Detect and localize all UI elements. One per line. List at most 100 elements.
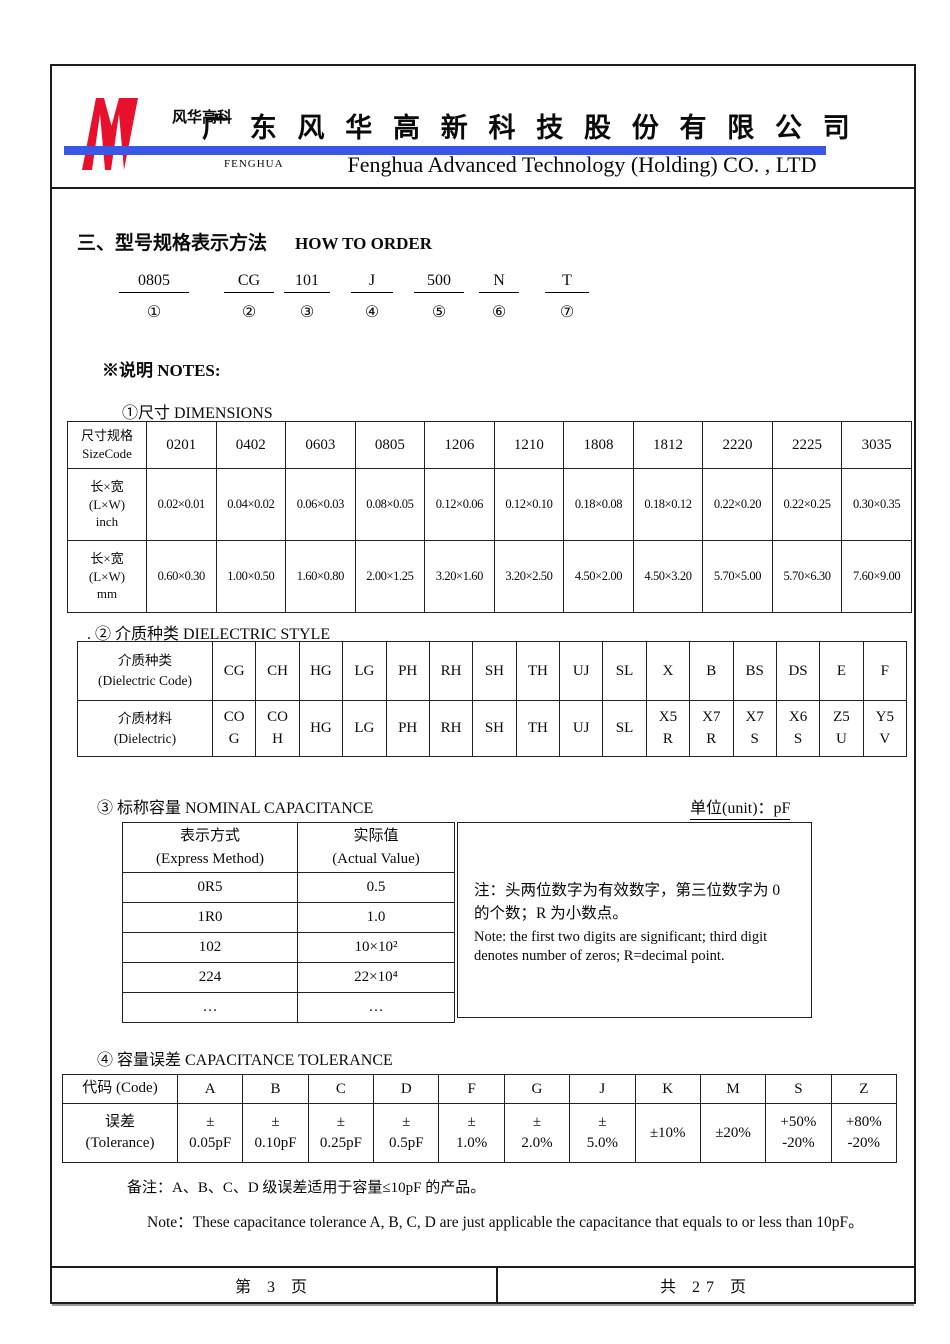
tolerance-table: 代码 (Code) A B C D F G J K M S Z 误差 (Tole… xyxy=(62,1074,898,1163)
size-code-cell: 1808 xyxy=(563,421,634,469)
row-label-inch: 长×宽 (L×W) inch xyxy=(67,468,147,541)
tolerance-row-label: 误差 (Tolerance) xyxy=(62,1103,178,1163)
express-cell: 1R0 xyxy=(122,902,298,933)
mm-cell: 5.70×5.00 xyxy=(702,540,773,613)
tolerance-code-cell: M xyxy=(699,1074,767,1104)
dielectric-material-cell: CO G xyxy=(211,700,257,757)
inch-cell: 0.04×0.02 xyxy=(215,468,287,541)
tolerance-code-cell: S xyxy=(765,1074,832,1104)
header-divider xyxy=(52,187,914,189)
dimensions-heading: ①尺寸 DIMENSIONS xyxy=(122,405,273,422)
dielectric-code-cell: B xyxy=(689,641,734,701)
tolerance-heading: ④ 容量误差 CAPACITANCE TOLERANCE xyxy=(97,1052,393,1069)
order-part-dielectric: CG ② xyxy=(224,272,274,322)
order-code-mark: ⑦ xyxy=(559,304,575,321)
table-row: 介质材料 (Dielectric) CO G CO H HG LG PH RH … xyxy=(77,700,908,757)
inch-cell: 0.12×0.06 xyxy=(424,468,495,541)
dimensions-table: 尺寸规格 SizeCode 0201 0402 0603 0805 1206 1… xyxy=(67,421,912,613)
order-code-value: CG xyxy=(224,272,274,293)
dielectric-material-cell: X6 S xyxy=(775,700,821,757)
company-name-chinese: 广 东 风 华 高 新 科 技 股 份 有 限 公 司 xyxy=(202,113,857,143)
dielectric-code-cell: HG xyxy=(298,641,344,701)
inch-cell: 0.12×0.10 xyxy=(493,468,565,541)
size-code-cell: 1206 xyxy=(424,421,495,469)
dielectric-code-cell: UJ xyxy=(558,641,604,701)
express-method-header: 表示方式 (Express Method) xyxy=(122,822,298,873)
tolerance-value-cell: ±10% xyxy=(634,1103,701,1163)
dielectric-code-cell: DS xyxy=(775,641,821,701)
code-row-label: 代码 (Code) xyxy=(62,1074,178,1104)
order-part-voltage: 500 ⑤ xyxy=(414,272,464,322)
tolerance-value-cell: ± 1.0% xyxy=(438,1103,505,1163)
tolerance-value-cell: +80% -20% xyxy=(830,1103,898,1163)
inch-cell: 0.18×0.08 xyxy=(563,468,634,541)
inch-cell: 0.22×0.25 xyxy=(771,468,843,541)
tolerance-value-cell: ± 2.0% xyxy=(503,1103,571,1163)
value-cell: 22×10⁴ xyxy=(297,962,455,993)
notes-heading: ※说明 NOTES: xyxy=(102,361,221,380)
dielectric-heading: . ② 介质种类 DIELECTRIC STYLE xyxy=(87,626,331,643)
dielectric-code-cell: PH xyxy=(385,641,430,701)
dielectric-material-cell: Y5 V xyxy=(862,700,908,757)
mm-cell: 4.50×3.20 xyxy=(632,540,704,613)
tolerance-value-cell: ± 5.0% xyxy=(569,1103,636,1163)
table-header-row: 代码 (Code) A B C D F G J K M S Z xyxy=(62,1074,898,1104)
capacitance-table: 表示方式 (Express Method) 实际值 (Actual Value)… xyxy=(122,822,455,1023)
company-name-english: Fenghua Advanced Technology (Holding) CO… xyxy=(347,152,817,177)
tolerance-code-cell: K xyxy=(634,1074,701,1104)
order-part-size: 0805 ① xyxy=(119,272,189,322)
order-part-packing: T ⑦ xyxy=(545,272,589,322)
tolerance-value-cell: ±20% xyxy=(699,1103,767,1163)
order-part-tolerance: J ④ xyxy=(351,272,393,322)
capacitance-heading: ③ 标称容量 NOMINAL CAPACITANCE xyxy=(97,800,374,817)
dielectric-material-cell: CO H xyxy=(255,700,300,757)
mm-cell: 4.50×2.00 xyxy=(563,540,634,613)
tolerance-value-cell: ± 0.10pF xyxy=(242,1103,309,1163)
dielectric-code-cell: F xyxy=(862,641,908,701)
actual-value-header: 实际值 (Actual Value) xyxy=(297,822,455,873)
table-row: 长×宽 (L×W) inch 0.02×0.01 0.04×0.02 0.06×… xyxy=(67,468,912,541)
dielectric-code-cell: SL xyxy=(602,641,647,701)
tolerance-value-cell: ± 0.5pF xyxy=(373,1103,440,1163)
dielectric-material-cell: SH xyxy=(472,700,517,757)
mm-cell: 5.70×6.30 xyxy=(771,540,843,613)
inch-cell: 0.08×0.05 xyxy=(354,468,426,541)
order-code-value: 101 xyxy=(284,272,330,293)
inch-cell: 0.06×0.03 xyxy=(285,468,356,541)
mm-cell: 7.60×9.00 xyxy=(841,540,912,613)
express-cell: 102 xyxy=(122,932,298,963)
table-row: 长×宽 (L×W) mm 0.60×0.30 1.00×0.50 1.60×0.… xyxy=(67,540,912,613)
size-code-cell: 0603 xyxy=(285,421,356,469)
capacitance-note-box: 注：头两位数字为有效数字，第三位数字为 0 的个数；R 为小数点。 Note: … xyxy=(457,822,812,1018)
table-header-row: 表示方式 (Express Method) 实际值 (Actual Value) xyxy=(122,822,455,873)
dielectric-code-cell: BS xyxy=(732,641,777,701)
logo-label: 风华高科 xyxy=(172,109,233,126)
size-code-cell: 0402 xyxy=(215,421,287,469)
inch-cell: 0.18×0.12 xyxy=(632,468,704,541)
table-row: 尺寸规格 SizeCode 0201 0402 0603 0805 1206 1… xyxy=(67,421,912,469)
order-code-mark: ⑥ xyxy=(491,304,507,321)
size-code-cell: 0201 xyxy=(146,421,217,469)
dielectric-material-cell: Z5 U xyxy=(819,700,864,757)
order-code-value: J xyxy=(351,272,393,293)
note-text-cn: 注：头两位数字为有效数字，第三位数字为 0 的个数；R 为小数点。 xyxy=(474,882,781,923)
page-footer: 第 3 页 共 27 页 xyxy=(52,1266,914,1302)
order-code-mark: ③ xyxy=(299,304,315,321)
express-cell: … xyxy=(122,992,298,1023)
tolerance-value-cell: +50% -20% xyxy=(765,1103,832,1163)
express-cell: 224 xyxy=(122,962,298,993)
order-code-value: 500 xyxy=(414,272,464,293)
dielectric-code-cell: CG xyxy=(211,641,257,701)
dielectric-material-cell: LG xyxy=(342,700,387,757)
order-part-capacitance: 101 ③ xyxy=(284,272,330,322)
row-label-code: 介质种类 (Dielectric Code) xyxy=(77,641,213,701)
order-code-value: T xyxy=(545,272,589,293)
inch-cell: 0.22×0.20 xyxy=(702,468,773,541)
mm-cell: 2.00×1.25 xyxy=(354,540,426,613)
row-label-mm: 长×宽 (L×W) mm xyxy=(67,540,147,613)
tolerance-code-cell: Z xyxy=(830,1074,898,1104)
order-code-mark: ① xyxy=(146,304,162,321)
order-code-mark: ④ xyxy=(364,304,380,321)
dielectric-code-cell: E xyxy=(819,641,864,701)
value-cell: … xyxy=(297,992,455,1023)
